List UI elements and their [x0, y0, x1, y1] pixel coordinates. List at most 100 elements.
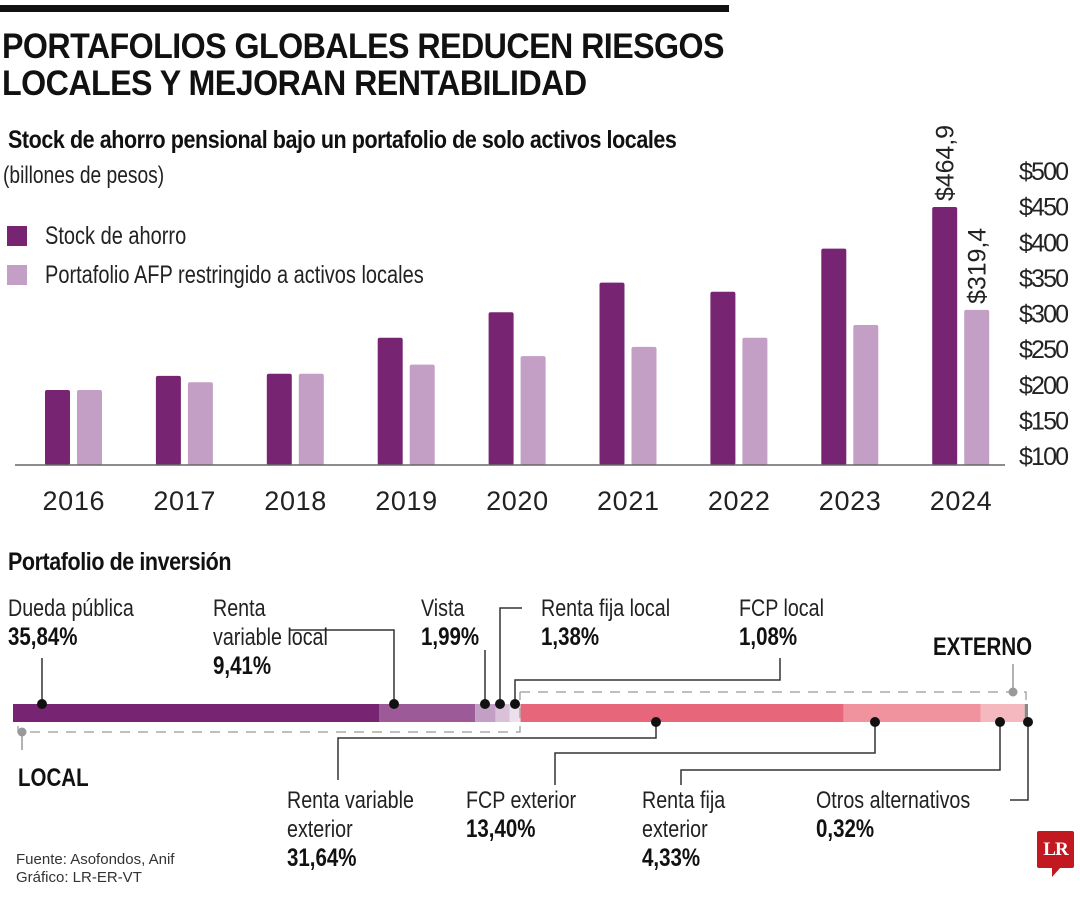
x-tick-label: 2016 — [43, 486, 105, 516]
legend-item-restricted: Portafolio AFP restringido a activos loc… — [7, 260, 518, 289]
segment-dueda-p-blica — [13, 704, 380, 722]
leader-rf-local — [499, 607, 522, 704]
label-renta-fija-exterior: Renta fija exterior 4,33% — [642, 787, 726, 872]
segment-otros-alternativos — [1024, 704, 1028, 722]
y-tick-label: $450 — [1019, 194, 1069, 222]
dot-rf-ext — [995, 717, 1005, 727]
leader-lines — [41, 607, 1029, 801]
source-note: Fuente: Asofondos, Anif Gráfico: LR-ER-V… — [16, 851, 174, 887]
legend-swatch-stock — [7, 226, 27, 246]
bar-restricted-2022 — [742, 337, 768, 465]
y-tick-labels: $500 $450 $400 $350 $300 $250 $200 $150 $100 — [1019, 158, 1069, 471]
leader-dots — [37, 699, 1033, 727]
x-tick-label: 2023 — [819, 486, 881, 516]
y-tick-label: $350 — [1019, 265, 1069, 293]
title-line-2: LOCALES Y MEJORAN RENTABILIDAD — [2, 64, 587, 103]
credit-text: Gráfico: LR-ER-VT — [16, 869, 142, 886]
data-label-2024-restricted: $319,4 — [964, 228, 992, 304]
bar-stock-2020 — [488, 312, 514, 465]
label-vista: Vista 1,99% — [421, 595, 480, 651]
chart-subtitle: (billones de pesos) — [3, 162, 165, 189]
label-deuda-publica: Dueda pública 35,84% — [8, 595, 134, 651]
label-renta-variable-local: Renta variable local 9,41% — [213, 595, 328, 680]
stacked-bar-chart — [13, 607, 1033, 801]
x-tick-label: 2017 — [153, 486, 215, 516]
bar-restricted-2021 — [631, 346, 657, 465]
legend-label-restricted: Portafolio AFP restringido a activos loc… — [45, 260, 424, 289]
group-label-externo: EXTERNO — [933, 633, 1033, 661]
page-title: PORTAFOLIOS GLOBALES REDUCEN RIESGOS LOC… — [2, 27, 725, 103]
leader-fcp-ext — [554, 722, 876, 785]
bar-restricted-2018 — [298, 373, 324, 465]
leader-fcp-local — [514, 658, 781, 704]
dot-fcp-local — [510, 699, 520, 709]
stack-segments — [13, 704, 1028, 722]
dot-rv-ext — [651, 717, 661, 727]
y-tick-label: $500 — [1019, 158, 1069, 186]
y-tick-label: $100 — [1019, 443, 1069, 471]
x-tick-label: 2021 — [597, 486, 659, 516]
bar-restricted-2023 — [853, 325, 879, 465]
bar-stock-2019 — [377, 337, 403, 465]
source-text: Fuente: Asofondos, Anif — [16, 851, 175, 868]
group-label-local: LOCAL — [18, 764, 89, 792]
bar-restricted-2020 — [520, 356, 546, 465]
bars-layer — [45, 207, 990, 465]
legend-swatch-restricted — [7, 265, 27, 285]
label-fcp-local: FCP local 1,08% — [739, 595, 824, 651]
segment-fcp-local — [509, 704, 521, 722]
data-labels: $464,9$319,4 — [932, 125, 992, 304]
bar-restricted-2016 — [77, 390, 102, 465]
dot-vista — [480, 699, 490, 709]
y-tick-label: $200 — [1019, 372, 1069, 400]
dot-rf-local — [495, 699, 505, 709]
label-renta-variable-exterior: Renta variable exterior 31,64% — [287, 787, 414, 872]
label-fcp-exterior: FCP exterior 13,40% — [466, 787, 577, 843]
bar-restricted-2019 — [409, 364, 435, 465]
leader-rv-ext — [337, 722, 657, 780]
leader-otros — [1010, 722, 1029, 801]
segment-vista — [475, 704, 496, 722]
dot-fcp-ext — [870, 717, 880, 727]
bar-chart: 2016 2017 2018 2019 2020 2021 2022 2023 2024 $50… — [15, 125, 1069, 516]
bar-stock-2021 — [599, 282, 625, 465]
label-otros-alternativos: Otros alternativos 0,32% — [816, 787, 971, 843]
legend-item-stock: Stock de ahorro — [7, 221, 222, 250]
externo-bracket — [520, 691, 1027, 702]
chart-title: Stock de ahorro pensional bajo un portaf… — [8, 126, 677, 154]
data-label-2024-stock: $464,9 — [932, 125, 960, 201]
leader-rf-ext — [680, 722, 1001, 785]
x-tick-label: 2024 — [930, 486, 992, 516]
segment-renta-fija-exterior — [980, 704, 1025, 722]
x-tick-label: 2019 — [375, 486, 437, 516]
segment-renta-variable-exterior — [520, 704, 844, 722]
x-tick-label: 2018 — [264, 486, 326, 516]
x-tick-label: 2022 — [708, 486, 770, 516]
top-rule — [0, 5, 729, 12]
bar-stock-2018 — [266, 373, 292, 465]
y-tick-label: $150 — [1019, 407, 1069, 435]
x-tick-labels: 2016 2017 2018 2019 2020 2021 2022 2023 2024 — [43, 486, 992, 516]
lr-logo-tail — [1052, 867, 1061, 877]
bar-restricted-2024 — [964, 309, 990, 465]
segment-renta-variable-local — [379, 704, 476, 722]
leader-rv-local — [290, 629, 395, 704]
dot-deuda — [37, 699, 47, 709]
bar-stock-2023 — [821, 248, 847, 465]
bar-restricted-2017 — [187, 382, 213, 465]
dot-otros — [1023, 717, 1033, 727]
x-tick-label: 2020 — [486, 486, 548, 516]
local-bracket — [17, 692, 521, 733]
lr-logo: LR — [1037, 831, 1074, 868]
bar-stock-2024 — [932, 207, 958, 465]
legend-label-stock: Stock de ahorro — [45, 221, 187, 250]
y-tick-label: $300 — [1019, 301, 1069, 329]
portfolio-title: Portafolio de inversión — [8, 548, 232, 576]
label-renta-fija-local: Renta fija local 1,38% — [541, 595, 671, 651]
y-tick-label: $250 — [1019, 336, 1069, 364]
bar-stock-2016 — [45, 390, 70, 465]
bar-stock-2022 — [710, 291, 736, 465]
bar-stock-2017 — [155, 375, 181, 465]
title-line-1: PORTAFOLIOS GLOBALES REDUCEN RIESGOS — [2, 27, 725, 66]
segment-fcp-exterior — [843, 704, 981, 722]
